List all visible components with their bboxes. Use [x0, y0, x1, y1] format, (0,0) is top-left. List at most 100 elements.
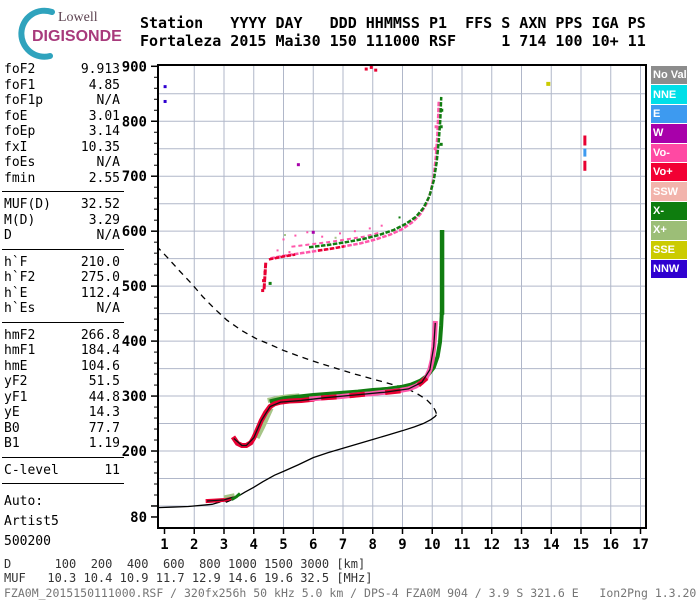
param-value: N/A [96, 301, 120, 316]
param-value: 44.8 [88, 389, 120, 405]
echo-dot-right-bar-red-1 [583, 135, 587, 146]
param-value: 266.8 [80, 327, 120, 343]
param-row-clevel: C-level 11 [4, 463, 120, 479]
param-label: foF2 [4, 62, 36, 77]
param-label: h`Es [4, 301, 36, 316]
param-value: 104.6 [80, 358, 120, 374]
param-label: h`F [4, 254, 28, 270]
legend-item-nne: NNE [651, 85, 687, 104]
y-axis-tick-label: 600 [122, 224, 147, 240]
echo-dot-spread-green-3 [439, 142, 443, 146]
param-label: fxI [4, 139, 28, 155]
trace-F-trace-X [269, 311, 444, 404]
param-label: foEs [4, 155, 36, 170]
param-value: 2.55 [88, 170, 120, 186]
logo-text-digisonde: DIGISONDE [32, 28, 122, 45]
param-row-hf2: h`F2 275.0 [4, 270, 120, 286]
param-row-fof1: foF1 4.85 [4, 78, 120, 94]
param-value: 14.3 [88, 405, 120, 420]
echo-dot-spread-red-1 [261, 289, 265, 293]
param-value: 9.913 [80, 62, 120, 77]
echo-dot-w-dot-1 [296, 163, 300, 167]
echo-dot-spread-pink-11 [433, 147, 437, 151]
param-value: N/A [96, 228, 120, 243]
echo-dot-spread-red-3 [263, 270, 267, 274]
param-label: B0 [4, 420, 20, 436]
param-value: 77.7 [88, 420, 120, 436]
header-line-2: Fortaleza 2015 Mai30 150 111000 RSF 1 71… [140, 32, 646, 50]
param-label: hmF2 [4, 327, 36, 343]
echo-dot-spread-pink-6 [353, 230, 356, 233]
echo-dot-spread-pink-1 [282, 238, 285, 241]
param-row-foep: foEp 3.14 [4, 124, 120, 140]
x-axis-tick-label: 14 [543, 537, 560, 553]
param-row-yf1: yF1 44.8 [4, 390, 120, 406]
param-label: B1 [4, 436, 20, 451]
echo-dot-spread-green-5 [440, 108, 444, 112]
param-row-b0: B0 77.7 [4, 421, 120, 437]
echo-dot-spread-green-1 [268, 281, 272, 285]
echo-dot-spread-pink-4 [321, 235, 324, 238]
x-axis-tick-label: 11 [454, 537, 471, 553]
trace-hop2-red-column [262, 262, 268, 290]
x-axis-tick-label: 5 [279, 537, 287, 553]
y-axis-tick-label: 400 [122, 334, 147, 350]
param-row-hes: h`Es N/A [4, 301, 120, 317]
param-row-fof1p: foF1p N/A [4, 93, 120, 109]
echo-dot-sse-dot [546, 81, 551, 86]
legend-item-x-: X- [651, 201, 687, 221]
param-value: 32.52 [80, 197, 120, 212]
trace-hop2-red-seg2 [317, 245, 345, 252]
legend-label: X- [653, 204, 664, 217]
param-label: yF2 [4, 374, 28, 389]
legend-item-vo-: Vo- [651, 143, 687, 162]
legend-item-nnw: NNW [651, 259, 687, 279]
legend-item-e: E [651, 104, 687, 124]
param-label: hmF1 [4, 343, 36, 358]
param-label: M(D) [4, 212, 36, 228]
param-row-md: M(D) 3.29 [4, 213, 120, 229]
param-row-fxi: fxI 10.35 [4, 140, 120, 156]
footer-file-info: FZA0M_2015150111000.RSF / 320fx256h 50 k… [4, 586, 697, 600]
y-axis-tick-label: 80 [130, 510, 147, 526]
legend-label: X+ [653, 224, 667, 237]
param-row-foes: foEs N/A [4, 155, 120, 171]
param-value: 210.0 [80, 254, 120, 270]
echo-dot-top-red-1 [364, 67, 368, 71]
echo-dot-spread-green-2 [398, 216, 401, 219]
param-row-fmin: fmin 2.55 [4, 171, 120, 187]
param-label: MUF(D) [4, 197, 51, 212]
param-value: N/A [96, 155, 120, 170]
echo-dot-nnw-dot-2 [163, 99, 167, 103]
param-label: foE [4, 108, 28, 124]
echo-dot-nnw-dot-1 [163, 85, 167, 89]
header-line-1: Station YYYY DAY DDD HHMMSS P1 FFS S AXN… [140, 14, 646, 32]
logo-text-lowell: Lowell [58, 10, 98, 25]
param-label: foF1 [4, 77, 36, 93]
legend-label: Vo- [653, 146, 670, 159]
trace-hop2-pink-band [270, 99, 441, 260]
lowell-digisonde-logo: Lowell DIGISONDE [6, 4, 136, 60]
x-axis-tick-label: 3 [220, 537, 228, 553]
legend-item-ssw: SSW [651, 182, 687, 201]
x-axis-tick-label: 1 [160, 537, 168, 553]
y-axis-tick-label: 500 [122, 279, 147, 295]
trace-F-trace-fit [233, 322, 436, 447]
param-value: 275.0 [80, 270, 120, 285]
topside-profile-dashed-line [157, 247, 438, 414]
echo-dot-spread-pink-12 [434, 125, 438, 129]
legend-label: No Val [653, 69, 687, 82]
echo-dot-w-dot-2 [311, 230, 315, 234]
electron-density-profile-line [157, 414, 437, 509]
legend-label: W [653, 127, 664, 140]
param-row-hmf2: hmF2 266.8 [4, 328, 120, 344]
x-axis-tick-label: 16 [602, 537, 619, 553]
trace-F-trace-Xplus-rise [254, 407, 274, 439]
echo-dot-spread-pink-9 [368, 227, 371, 230]
parameters-panel: foF2 9.913 foF1 4.85 foF1p N/A foE 3.01 foEp 3.14… [2, 62, 124, 552]
panel-divider [2, 483, 124, 484]
legend-item-sse: SSE [651, 240, 687, 259]
param-value: 10.35 [80, 139, 120, 155]
trace-hop2-red-seg1 [268, 253, 296, 261]
trace-F-trace-O-red [230, 396, 315, 449]
